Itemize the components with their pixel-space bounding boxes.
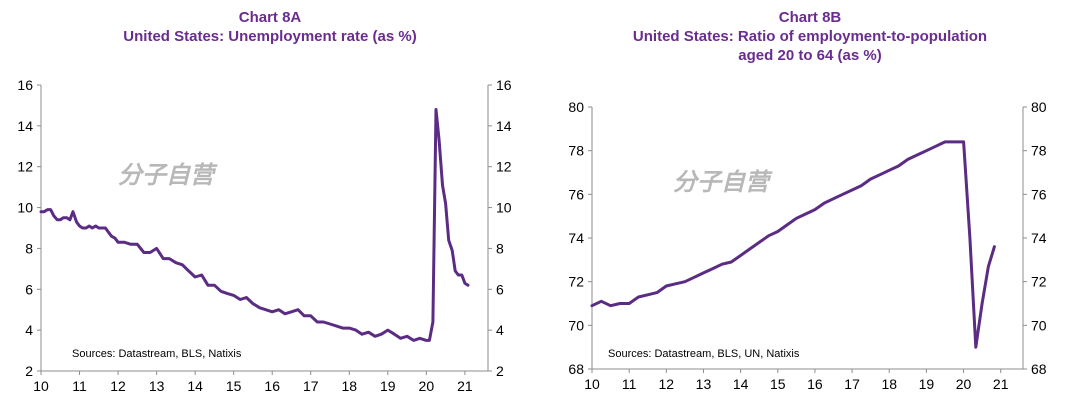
chart-8a-y-tick-label-right: 14 xyxy=(496,118,512,134)
chart-8a-y-tick-label-left: 8 xyxy=(25,240,33,256)
chart-8b-x-tick-label: 14 xyxy=(733,376,749,392)
chart-8b-y-tick-label-right: 68 xyxy=(1031,361,1047,377)
chart-8a-x-tick-label: 10 xyxy=(33,378,49,394)
chart-8b-y-tick-label-right: 70 xyxy=(1031,317,1047,333)
chart-8a-x-tick-label: 21 xyxy=(457,378,473,394)
chart-8b-watermark: 分子自营 xyxy=(673,168,773,196)
chart-8a-x-tick-label: 16 xyxy=(264,378,280,394)
chart-8a-label: Chart 8A xyxy=(238,9,302,26)
chart-8b-y-tick-label-left: 76 xyxy=(568,186,584,202)
chart-8b-title: Chart 8B United States: Ratio of employm… xyxy=(540,8,1080,65)
chart-8b-y-tick-label-left: 74 xyxy=(568,230,584,246)
chart-8b-y-tick-label-right: 76 xyxy=(1031,186,1047,202)
chart-8a-y-tick-label-left: 16 xyxy=(17,77,33,93)
chart-8a-x-tick-label: 19 xyxy=(380,378,396,394)
chart-8a-y-tick-label-right: 16 xyxy=(496,77,512,93)
chart-8a-y-tick-label-right: 4 xyxy=(496,322,504,338)
chart-8b-label: Chart 8B xyxy=(778,9,842,26)
chart-8a-source-note: Sources: Datastream, BLS, Natixis xyxy=(72,348,242,360)
chart-8a-panel: Chart 8A United States: Unemployment rat… xyxy=(0,8,540,394)
chart-8b-y-tick-label-left: 72 xyxy=(568,274,584,290)
chart-8b-y-tick-label-right: 72 xyxy=(1031,274,1047,290)
chart-8a-y-tick-label-right: 10 xyxy=(496,200,512,216)
chart-8b-x-tick-label: 17 xyxy=(844,376,860,392)
chart-8a-x-tick-label: 14 xyxy=(187,378,203,394)
chart-8a-x-tick-label: 20 xyxy=(419,378,435,394)
chart-8a-y-tick-label-left: 14 xyxy=(17,118,33,134)
chart-8a-plot: 2 2 4 4 6 6 8 8 10 10 12 12 14 14 16 16 10 11 12 13 14 15 16 17… xyxy=(17,77,512,394)
chart-8b-y-tick-label-left: 68 xyxy=(568,361,584,377)
chart-8b-x-tick-label: 21 xyxy=(993,376,1009,392)
chart-8a-x-tick-label: 18 xyxy=(341,378,357,394)
chart-8b-x-tick-label: 16 xyxy=(807,376,823,392)
chart-8a-y-tick-label-left: 10 xyxy=(17,200,33,216)
chart-8a-x-tick-label: 11 xyxy=(72,378,87,394)
chart-8b-y-tick-label-right: 74 xyxy=(1031,230,1047,246)
chart-8a-y-tick-label-left: 2 xyxy=(25,363,33,379)
chart-8b-x-tick-label: 15 xyxy=(770,376,786,392)
chart-8a-y-tick-label-left: 4 xyxy=(25,322,33,338)
chart-8a-series-line-0 xyxy=(39,108,470,342)
chart-8b-series-line-0 xyxy=(590,140,996,349)
chart-8b-y-tick-label-right: 78 xyxy=(1031,143,1047,159)
chart-8a-y-tick-label-right: 2 xyxy=(496,363,504,379)
chart-8b-plot: 68 68 70 70 72 72 74 74 76 76 78 78 80 80 10 11 12 13 14 15… xyxy=(568,99,1047,392)
chart-8a-x-tick-label: 13 xyxy=(149,378,165,394)
chart-8a-y-tick-label-right: 6 xyxy=(496,281,504,297)
chart-8b-y-tick-label-left: 78 xyxy=(568,143,584,159)
chart-8b-x-tick-label: 19 xyxy=(919,376,935,392)
chart-8b-panel: Chart 8B United States: Ratio of employm… xyxy=(540,0,1080,410)
chart-8b-subtitle-line-2: aged 20 to 64 (as %) xyxy=(738,47,882,64)
chart-8b-x-tick-label: 20 xyxy=(956,376,972,392)
chart-8b-x-tick-label: 10 xyxy=(584,376,600,392)
chart-8b-source-note: Sources: Datastream, BLS, UN, Natixis xyxy=(608,348,800,360)
chart-8a-y-tick-label-right: 8 xyxy=(496,240,504,256)
chart-8b-y-tick-label-left: 80 xyxy=(568,99,584,115)
chart-8a-y-tick-label-left: 12 xyxy=(17,159,33,175)
chart-8a-x-tick-label: 12 xyxy=(110,378,126,394)
chart-8a-y-tick-label-left: 6 xyxy=(25,281,33,297)
chart-8b-y-tick-label-right: 80 xyxy=(1031,99,1047,115)
chart-8b-x-tick-label: 18 xyxy=(881,376,897,392)
chart-8a-title: Chart 8A United States: Unemployment rat… xyxy=(0,8,540,46)
chart-8a-x-tick-label: 15 xyxy=(226,378,242,394)
chart-8b-x-tick-label: 12 xyxy=(659,376,675,392)
chart-8b-x-tick-label: 11 xyxy=(622,376,637,392)
chart-8b-x-tick-label: 13 xyxy=(696,376,712,392)
chart-8a-watermark: 分子自营 xyxy=(118,161,218,189)
chart-8b-subtitle-line-1: United States: Ratio of employment-to-po… xyxy=(632,28,988,45)
chart-8a-subtitle: United States: Unemployment rate (as %) xyxy=(123,28,417,45)
chart-8a-y-tick-label-right: 12 xyxy=(496,159,512,175)
chart-8a-x-tick-label: 17 xyxy=(303,378,319,394)
chart-8b-y-tick-label-left: 70 xyxy=(568,317,584,333)
